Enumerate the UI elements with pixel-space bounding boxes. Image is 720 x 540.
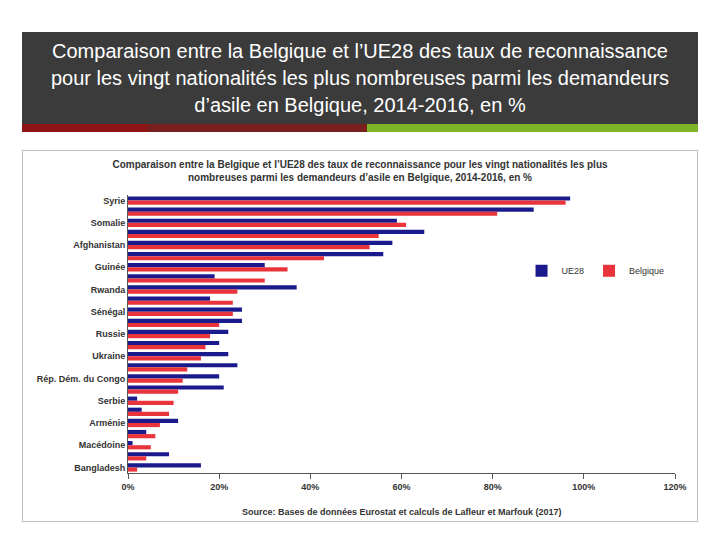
svg-text:Syrie: Syrie [103, 196, 125, 206]
svg-text:Afghanistan: Afghanistan [73, 240, 125, 250]
svg-text:40%: 40% [301, 482, 319, 492]
html-text:Comparaison entre la Belgique: Comparaison entre la Belgique et l’UE28 … [50, 39, 669, 116]
svg-text:Ukraine: Ukraine [92, 351, 125, 361]
svg-text:Rwanda: Rwanda [91, 285, 127, 295]
svg-text:Rép. Dém. du Congo: Rép. Dém. du Congo [37, 374, 126, 384]
svg-text:Russie: Russie [96, 329, 126, 339]
svg-text:Macédoine: Macédoine [79, 440, 126, 450]
svg-text:Source: Bases de données Euros: Source: Bases de données Eurostat et cal… [242, 507, 562, 517]
svg-text:Bangladesh: Bangladesh [74, 463, 125, 473]
svg-text:0%: 0% [121, 482, 134, 492]
svg-text:Sénégal: Sénégal [91, 307, 126, 317]
svg-text:Somalie: Somalie [91, 218, 126, 228]
svg-text:Comparaison entre la Belgique: Comparaison entre la Belgique et l’UE28 … [112, 159, 608, 183]
svg-text:Arménie: Arménie [89, 418, 125, 428]
svg-text:Guinée: Guinée [95, 262, 126, 272]
svg-text:UE28: UE28 [562, 266, 585, 276]
svg-text:Belgique: Belgique [629, 266, 664, 276]
svg-text:60%: 60% [392, 482, 410, 492]
svg-text:Serbie: Serbie [98, 396, 126, 406]
svg-text:100%: 100% [572, 482, 595, 492]
svg-text:20%: 20% [210, 482, 228, 492]
svg-text:80%: 80% [484, 482, 502, 492]
svg-text:120%: 120% [663, 482, 686, 492]
